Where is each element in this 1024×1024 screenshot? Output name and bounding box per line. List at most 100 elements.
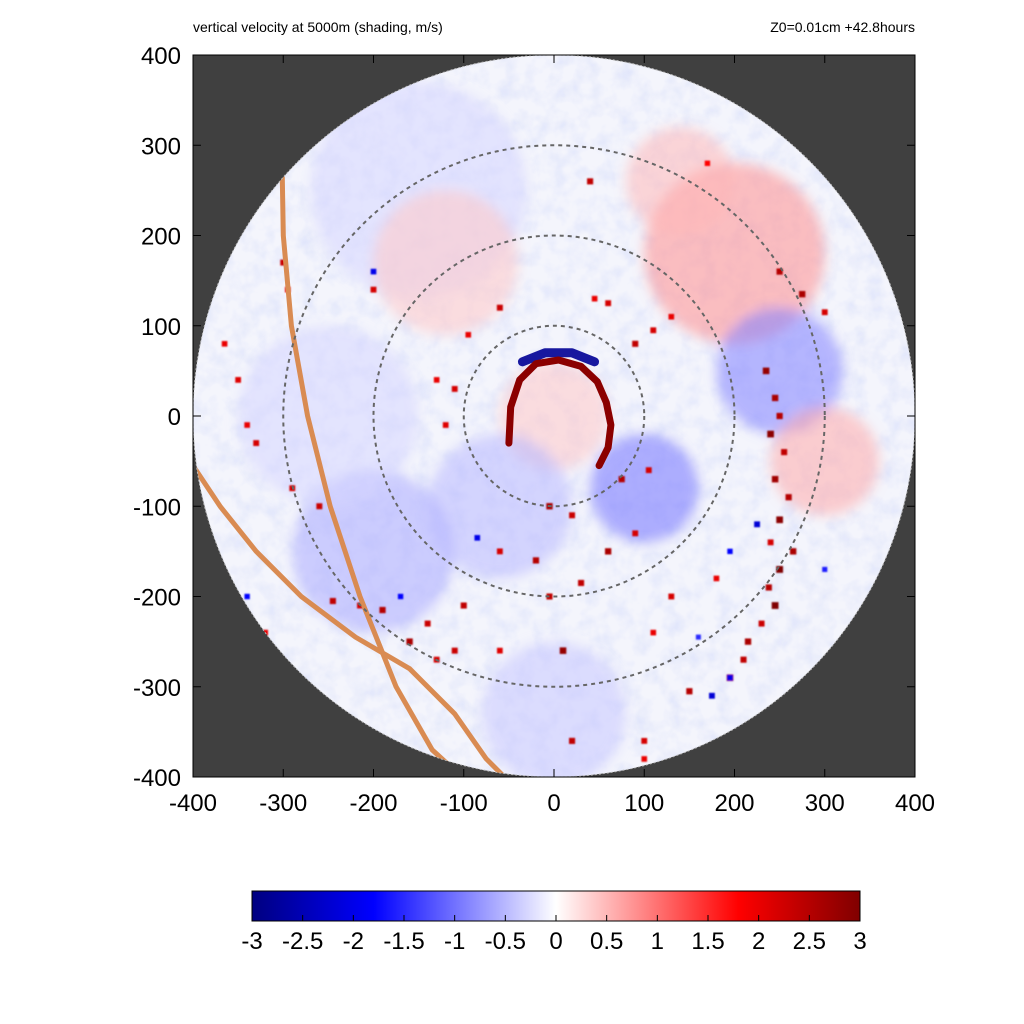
diffuse-region — [238, 325, 419, 507]
convective-cell — [496, 647, 503, 654]
x-tick-label: 400 — [895, 790, 935, 817]
convective-cell — [605, 300, 612, 307]
track-line — [193, 463, 507, 777]
colorbar-tick-label: 2 — [752, 928, 765, 955]
convective-cell — [713, 575, 720, 582]
convective-cell — [406, 638, 413, 645]
convective-cell — [587, 178, 594, 185]
convective-cell — [618, 476, 625, 483]
convective-cell — [235, 377, 241, 383]
colorbar-tick-label: -1 — [444, 928, 465, 955]
y-tick-label: -200 — [133, 585, 181, 612]
convective-cell — [424, 620, 431, 627]
x-tick-label: -300 — [259, 790, 307, 817]
y-tick-label: 400 — [141, 43, 181, 70]
convective-cell — [645, 467, 652, 474]
convective-cell — [771, 602, 779, 609]
convective-cell — [727, 548, 733, 555]
convective-cell — [767, 430, 774, 438]
x-tick-label: -100 — [440, 790, 488, 817]
colorbar-tick-label: -3 — [241, 928, 262, 955]
colorbar-tick-label: 1.5 — [691, 928, 724, 955]
convective-cell — [781, 449, 788, 456]
chart-annotation: Z0=0.01cm +42.8hours — [770, 19, 915, 35]
convective-cell — [460, 602, 467, 609]
convective-cell — [758, 620, 765, 627]
range-ring-300 — [282, 144, 826, 688]
diffuse-region — [716, 307, 843, 435]
convective-cell — [821, 309, 828, 316]
convective-cell — [641, 737, 648, 744]
colorbar-tick-label: -2.5 — [282, 928, 323, 955]
convective-cell — [740, 656, 747, 663]
range-ring-100 — [462, 324, 646, 508]
updraft-band — [505, 356, 615, 470]
colorbar-tick-label: -0.5 — [485, 928, 526, 955]
convective-cell — [776, 516, 783, 524]
convective-cell — [329, 597, 336, 605]
convective-cell — [370, 268, 377, 275]
convective-cell — [253, 440, 260, 446]
y-tick-label: 0 — [168, 404, 181, 431]
diffuse-region — [590, 434, 699, 543]
convective-cell — [650, 629, 657, 636]
colorbar-tick-label: 1 — [651, 928, 664, 955]
chart-title: vertical velocity at 5000m (shading, m/s… — [193, 19, 443, 35]
convective-cell — [709, 692, 715, 699]
convective-cell — [569, 737, 576, 744]
convective-cell — [765, 584, 772, 591]
convective-cell — [559, 647, 567, 654]
colorbar-tick-label: 3 — [853, 928, 866, 955]
convective-cell — [776, 412, 783, 420]
downdraft-band — [517, 348, 600, 367]
convective-cell — [727, 674, 733, 681]
x-tick-label: -400 — [169, 790, 217, 817]
x-tick-label: 100 — [624, 790, 664, 817]
convective-cell — [442, 422, 449, 428]
convective-cell — [370, 286, 377, 293]
convective-cell — [532, 557, 540, 564]
y-tick-label: 200 — [141, 224, 181, 251]
diffuse-region — [770, 406, 879, 516]
convective-cell — [569, 512, 576, 519]
y-tick-label: -300 — [133, 675, 181, 702]
convective-cell — [799, 291, 806, 298]
convective-cell — [744, 638, 752, 645]
diffuse-region — [481, 641, 627, 777]
convective-cell — [578, 579, 585, 587]
convective-cell — [641, 756, 648, 762]
convective-cell — [244, 593, 250, 600]
track-line — [279, 175, 465, 777]
convective-cell — [668, 593, 675, 600]
convective-cell — [762, 367, 770, 375]
colorbar-tick-label: -1.5 — [383, 928, 424, 955]
convective-cell — [632, 340, 639, 347]
convective-cell — [397, 593, 404, 600]
convective-cell — [474, 535, 481, 541]
x-tick-label: -200 — [349, 790, 397, 817]
x-tick-label: 300 — [805, 790, 845, 817]
convective-cell — [822, 566, 828, 572]
convective-cell — [604, 548, 612, 555]
convective-cell — [496, 548, 503, 555]
convective-cell — [695, 634, 701, 640]
convective-cell — [776, 566, 784, 573]
convective-cell — [754, 521, 760, 528]
colorbar-tick-label: 2.5 — [793, 928, 826, 955]
convective-cell — [316, 503, 323, 510]
x-tick-label: 0 — [547, 790, 560, 817]
y-tick-label: 100 — [141, 314, 181, 341]
colorbar-tick-label: 0 — [549, 928, 562, 955]
convective-cell — [771, 394, 779, 402]
convective-cell — [546, 593, 553, 600]
convective-cell — [767, 539, 774, 546]
convective-cell — [650, 327, 657, 334]
y-tick-label: -400 — [133, 765, 181, 792]
convective-cell — [433, 377, 440, 383]
convective-cell — [465, 331, 472, 338]
convective-cell — [790, 548, 797, 555]
diffuse-region — [427, 434, 573, 579]
domain-disk — [193, 55, 915, 777]
convective-cell — [686, 688, 693, 695]
